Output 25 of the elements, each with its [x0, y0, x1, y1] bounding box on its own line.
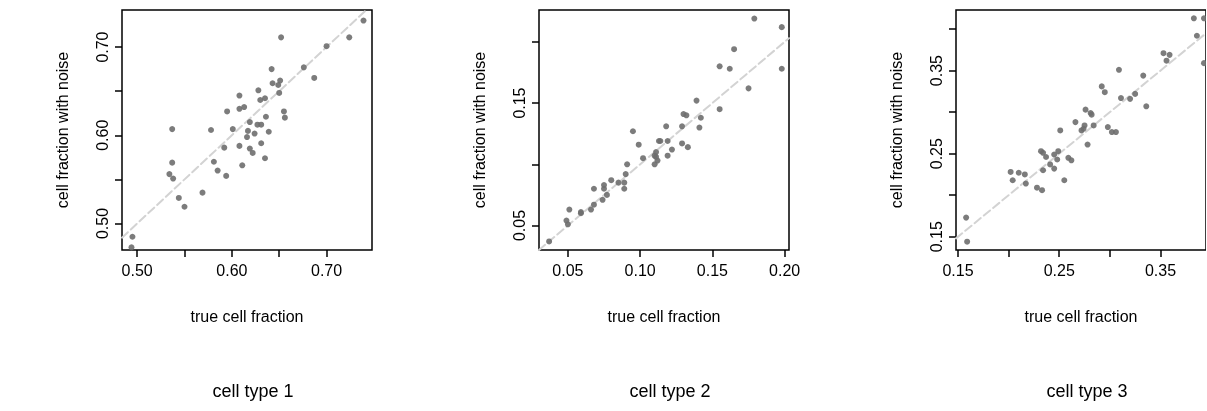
y-tick-label: 0.35 — [927, 54, 945, 87]
text: cell type 2 — [629, 381, 711, 401]
x-tick-label: 0.25 — [1043, 261, 1075, 279]
x-tick-label: 0.60 — [216, 261, 248, 279]
y-tick-label: 0.15 — [927, 221, 945, 253]
x-tick-label: 0.05 — [552, 261, 584, 279]
x-tick-label: 0.10 — [624, 261, 656, 279]
x-axis-title: true cell fraction — [190, 307, 304, 325]
x-tick-label: 0.15 — [942, 261, 974, 279]
y-axis-title: cell fraction with noise — [53, 51, 71, 209]
x-tick-label: 0.20 — [769, 261, 801, 279]
y-tick-label: 0.70 — [93, 31, 111, 63]
x-axis-title: true cell fraction — [607, 307, 721, 325]
x-tick-label: 0.50 — [121, 261, 153, 279]
x-tick-label: 0.70 — [310, 261, 343, 279]
text: cell type 3 — [1046, 381, 1128, 401]
y-axis-title: cell fraction with noise — [887, 51, 905, 209]
x-axis-title: true cell fraction — [1024, 307, 1138, 325]
x-tick-label: 0.35 — [1144, 261, 1177, 279]
x-tick-label: 0.15 — [696, 261, 729, 279]
text: cell type 1 — [212, 381, 294, 401]
y-tick-label: 0.25 — [927, 138, 945, 170]
y-tick-label: 0.60 — [93, 119, 111, 151]
y-axis-title: cell fraction with noise — [470, 51, 488, 209]
y-tick-label: 0.50 — [93, 207, 111, 240]
